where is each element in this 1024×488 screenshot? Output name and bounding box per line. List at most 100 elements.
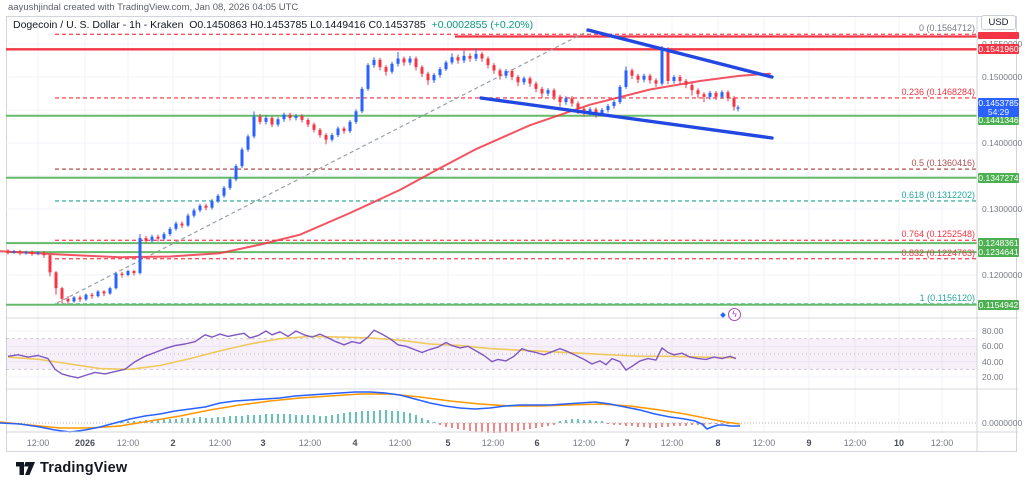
candle-body bbox=[54, 272, 58, 289]
candle-body bbox=[294, 115, 298, 118]
candle-body bbox=[42, 252, 46, 256]
candle-body bbox=[570, 98, 574, 104]
macd-histogram-bar bbox=[187, 418, 189, 423]
candle-body bbox=[36, 252, 40, 254]
fib-base-trendline bbox=[56, 29, 591, 304]
macd-histogram-bar bbox=[295, 415, 297, 423]
candle-body bbox=[6, 250, 10, 253]
macd-line bbox=[0, 391, 740, 433]
tradingview-logo-text: TradingView bbox=[40, 460, 128, 476]
candle-body bbox=[624, 70, 628, 87]
candle-body bbox=[612, 102, 616, 107]
macd-histogram-bar bbox=[505, 423, 507, 432]
macd-histogram-bar bbox=[541, 423, 543, 427]
candle-body bbox=[306, 119, 310, 125]
candle-body bbox=[186, 215, 190, 226]
candle-body bbox=[480, 53, 484, 59]
currency-toggle-button[interactable]: USD bbox=[981, 15, 1016, 30]
candle-body bbox=[132, 271, 136, 274]
macd-histogram-bar bbox=[355, 412, 357, 423]
candle-body bbox=[504, 71, 508, 76]
candle-body bbox=[450, 57, 454, 63]
candle-body bbox=[456, 57, 460, 61]
macd-histogram-bar bbox=[637, 423, 639, 427]
candle-body bbox=[714, 92, 718, 97]
macd-histogram-bar bbox=[217, 417, 219, 423]
macd-histogram-bar bbox=[313, 415, 315, 423]
macd-histogram-bar bbox=[697, 423, 699, 425]
macd-histogram-bar bbox=[523, 423, 525, 430]
candle-body bbox=[486, 58, 490, 66]
macd-histogram-bar bbox=[721, 423, 723, 424]
candle-body bbox=[210, 201, 214, 208]
candle-body bbox=[468, 55, 472, 59]
candle-body bbox=[732, 98, 736, 107]
lightning-sticker[interactable]: ϟ bbox=[720, 307, 743, 323]
candle-body bbox=[594, 109, 598, 114]
macd-histogram-bar bbox=[679, 423, 681, 426]
candle-body bbox=[462, 55, 466, 61]
candle-body bbox=[84, 294, 88, 300]
candle-body bbox=[390, 63, 394, 72]
candle-body bbox=[156, 236, 160, 239]
candle-body bbox=[108, 288, 112, 294]
candle-body bbox=[378, 59, 382, 68]
macd-histogram-bar bbox=[241, 416, 243, 423]
macd-histogram-bar bbox=[247, 415, 249, 423]
macd-histogram-bar bbox=[457, 423, 459, 429]
candle-body bbox=[216, 195, 220, 202]
macd-histogram-bar bbox=[547, 423, 549, 426]
candle-body bbox=[198, 205, 202, 211]
rsi-line bbox=[7, 329, 737, 379]
ma-curve bbox=[0, 72, 771, 259]
candle-body bbox=[96, 291, 100, 297]
macd-histogram-bar bbox=[649, 423, 651, 428]
macd-histogram-bar bbox=[601, 421, 603, 423]
macd-histogram-bar bbox=[691, 423, 693, 425]
macd-histogram-bar bbox=[439, 423, 441, 425]
macd-histogram-bar bbox=[151, 420, 153, 423]
macd-histogram-bar bbox=[121, 422, 123, 423]
macd-histogram-bar bbox=[277, 414, 279, 423]
candle-body bbox=[348, 121, 352, 132]
macd-histogram-bar bbox=[133, 421, 135, 423]
macd-histogram-bar bbox=[583, 420, 585, 423]
candle-body bbox=[126, 271, 130, 275]
candle-body bbox=[120, 273, 124, 275]
tradingview-logo-icon bbox=[16, 461, 35, 475]
macd-histogram-bar bbox=[391, 411, 393, 423]
candle-body bbox=[414, 58, 418, 68]
macd-histogram-bar bbox=[433, 422, 435, 423]
candle-body bbox=[48, 255, 52, 273]
macd-histogram-bar bbox=[379, 410, 381, 423]
candle-body bbox=[558, 96, 562, 103]
macd-histogram-bar bbox=[595, 421, 597, 423]
candle-body bbox=[264, 117, 268, 122]
candle-body bbox=[360, 88, 364, 112]
macd-histogram-bar bbox=[361, 411, 363, 423]
macd-histogram-bar bbox=[451, 423, 453, 428]
candle-body bbox=[420, 67, 424, 74]
candle-body bbox=[684, 80, 688, 85]
rsi-ma-line bbox=[7, 335, 737, 371]
candle-body bbox=[726, 92, 730, 99]
tradingview-logo[interactable]: TradingView bbox=[16, 460, 127, 476]
macd-histogram-bar bbox=[613, 423, 615, 425]
candle-body bbox=[78, 297, 82, 300]
candle-body bbox=[654, 80, 658, 84]
macd-histogram-bar bbox=[403, 412, 405, 423]
macd-histogram-bar bbox=[319, 416, 321, 423]
macd-histogram-bar bbox=[571, 419, 573, 423]
macd-histogram-bar bbox=[589, 420, 591, 423]
candle-body bbox=[60, 288, 64, 299]
macd-histogram-bar bbox=[283, 414, 285, 423]
candle-body bbox=[12, 251, 16, 253]
macd-histogram-bar bbox=[163, 419, 165, 423]
candle-body bbox=[648, 75, 652, 81]
candle-body bbox=[330, 135, 334, 140]
candle-body bbox=[696, 90, 700, 95]
candle-body bbox=[258, 116, 262, 122]
macd-histogram-bar bbox=[331, 415, 333, 423]
candle-body bbox=[444, 62, 448, 70]
